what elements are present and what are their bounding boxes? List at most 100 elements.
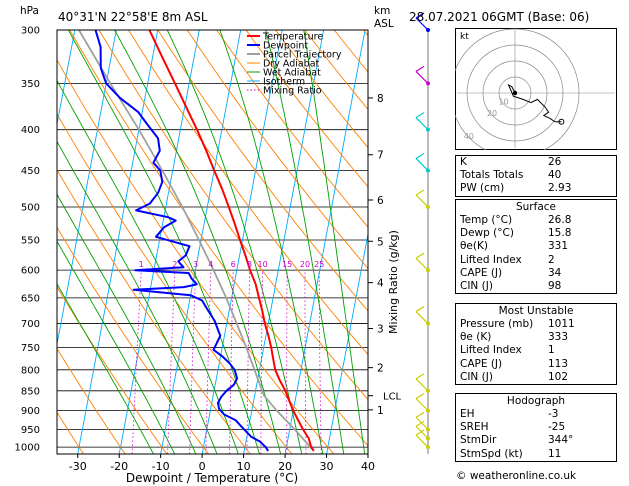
temp-tick-label: 40 <box>361 460 375 473</box>
dry-adiabat-line <box>57 226 209 454</box>
wind-barb-flag <box>415 420 425 427</box>
dry-adiabat-line <box>98 30 368 401</box>
table-row: StmSpd (kt) 11 <box>456 448 616 461</box>
row-value: 344° <box>548 434 574 447</box>
mixing-ratio-line <box>131 270 142 454</box>
most-unstable-title: Most Unstable <box>498 305 574 317</box>
wet-adiabat-line <box>114 30 282 454</box>
wet-adiabat-line <box>67 30 260 454</box>
row-label: PW (cm) <box>460 182 505 195</box>
wind-barb-staff <box>415 416 429 430</box>
row-value: 102 <box>548 370 569 383</box>
wet-adiabat-line <box>57 140 218 454</box>
row-label: StmSpd (kt) <box>460 447 523 460</box>
row-value: 26.8 <box>548 214 572 226</box>
row-label: θe (K) <box>460 331 492 344</box>
wind-barb-flag <box>415 393 425 400</box>
dry-adiabat-line <box>157 30 368 312</box>
table-row: Dewp (°C) 15.8 <box>456 227 616 240</box>
wind-barb-flag <box>415 12 425 19</box>
km-tick-label: 2 <box>377 363 384 375</box>
row-value: 26 <box>548 156 562 168</box>
temp-tick-label: -30 <box>69 460 87 473</box>
wind-barb-flag <box>415 189 425 196</box>
pressure-tick-label: 300 <box>21 26 40 37</box>
isotherm-line <box>201 30 283 454</box>
isotherm-line <box>118 30 200 454</box>
km-label: km <box>374 5 390 17</box>
row-value: 1 <box>548 344 555 357</box>
temp-tick-label: -10 <box>152 460 170 473</box>
row-label: CIN (J) <box>460 279 493 292</box>
isotherm-line <box>326 231 368 454</box>
dry-adiabat-line <box>245 30 368 188</box>
table-row: EH -3 <box>456 408 616 421</box>
legend-entry: Parcel Trajectory <box>263 50 342 61</box>
table-row: Pressure (mb) 1011 <box>456 318 616 331</box>
wind-barb-staff <box>415 311 429 324</box>
mixing-ratio-label: 6 <box>231 260 236 269</box>
pressure-tick-label: 400 <box>21 125 40 136</box>
wind-barb-flag <box>415 411 425 418</box>
most-unstable-table: Most Unstable Pressure (mb) 1011 θe (K) 333… <box>455 303 617 385</box>
row-value: 1011 <box>548 318 575 330</box>
row-label: Dewp (°C) <box>460 227 514 240</box>
row-value: 2.93 <box>548 182 572 195</box>
hodograph-table: Hodograph EH -3 SREH -25 StmDir 344° StmSpd (k… <box>455 393 617 462</box>
table-row: CIN (J) 102 <box>456 371 616 384</box>
pressure-tick-label: 950 <box>21 425 40 436</box>
row-label: CAPE (J) <box>460 357 503 370</box>
wind-barb-staff <box>415 117 429 131</box>
temp-tick-label: 0 <box>199 460 206 473</box>
legend-entry: Dry Adiabat <box>263 59 320 70</box>
pressure-tick-label: 700 <box>21 319 40 330</box>
wind-barb-staff <box>415 70 429 84</box>
row-label: Pressure (mb) <box>460 318 534 330</box>
row-value: -3 <box>548 408 559 420</box>
mixing-ratio-label: 15 <box>282 260 292 269</box>
temp-tick-label: 20 <box>278 460 292 473</box>
surface-table: Surface Temp (°C) 26.8 Dewp (°C) 15.8 θe(K) 3… <box>455 199 617 295</box>
dry-adiabat-line <box>275 30 368 149</box>
mixing-ratio-label: 3 <box>193 260 198 269</box>
wind-barb-flag <box>415 429 425 436</box>
row-label: CIN (J) <box>460 370 493 383</box>
legend-entry: Dewpoint <box>263 41 308 52</box>
legend-entry: Mixing Ratio <box>263 86 322 97</box>
wind-barb-flag <box>415 373 425 380</box>
mixing-ratio-line <box>205 270 212 454</box>
table-row: PW (cm) 2.93 <box>456 182 616 195</box>
mixing-ratio-line <box>260 270 263 454</box>
mixing-ratio-line <box>167 270 176 454</box>
datetime-title: 28.07.2021 06GMT (Base: 06) <box>409 10 589 24</box>
row-value: 40 <box>548 169 562 182</box>
wind-barb-flag <box>415 112 425 119</box>
parcel-trajectory-line <box>78 30 315 452</box>
location-title: 40°31'N 22°58'E 8m ASL <box>58 10 208 24</box>
wet-adiabat-line <box>219 30 324 454</box>
dry-adiabat-line <box>57 168 251 454</box>
isotherm-line <box>57 30 117 347</box>
wind-barb-staff <box>415 378 429 392</box>
mixing-ratio-line <box>304 270 307 454</box>
pressure-tick-label: 1000 <box>15 443 40 454</box>
mixing-ratio-line <box>189 270 196 454</box>
km-tick-label: 8 <box>377 93 384 105</box>
mixing-ratio-label: 1 <box>139 260 144 269</box>
row-label: Temp (°C) <box>460 214 513 226</box>
mixing-ratio-label: 20 <box>300 260 310 269</box>
pressure-tick-label: 450 <box>21 166 40 177</box>
wet-adiabat-line <box>166 30 303 454</box>
plot-frame <box>56 29 369 455</box>
pressure-tick-label: 850 <box>21 386 40 397</box>
lcl-label: LCL <box>383 392 402 403</box>
table-row: K 26 <box>456 156 616 169</box>
hodograph-kt-label: kt <box>460 32 469 42</box>
dry-adiabat-line <box>57 347 126 454</box>
wind-barb-staff <box>415 194 429 208</box>
dry-adiabat-line <box>57 113 293 454</box>
dry-adiabat-line <box>216 30 368 228</box>
hodograph-ring-label: 40 <box>464 132 474 141</box>
isotherm-line <box>160 30 242 454</box>
